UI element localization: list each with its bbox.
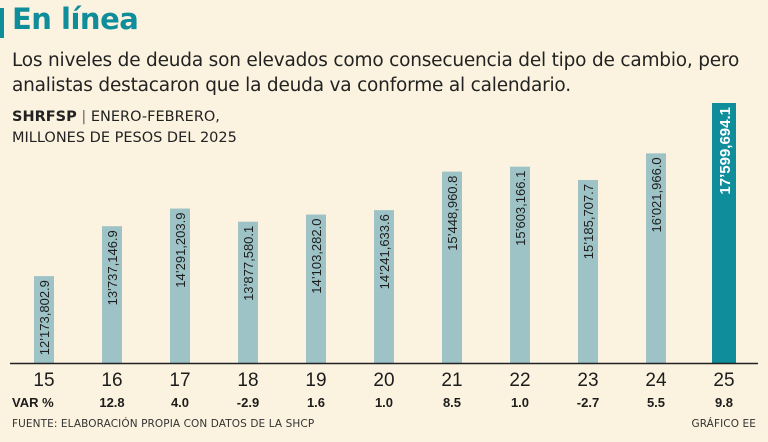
var-pct-value: 1.0: [511, 395, 529, 410]
units-label: MILLONES DE PESOS DEL 2025: [12, 130, 237, 146]
bar-value-label: 15’185,707.7: [581, 184, 596, 259]
x-tick-label: 18: [237, 370, 258, 391]
bar-16: [102, 226, 122, 363]
bar-18: [238, 221, 258, 363]
title-accent-bar: [0, 8, 4, 38]
var-pct-value: -2.7: [577, 395, 599, 410]
x-tick-label: 19: [305, 370, 326, 391]
bar-value-label: 14’241,633.6: [377, 214, 392, 289]
bar-19: [306, 214, 326, 363]
bar-value-label: 13’877,580.1: [241, 226, 256, 301]
series-code: SHRFSP: [12, 109, 77, 125]
var-pct-value: 9.8: [715, 395, 733, 410]
label-separator: |: [81, 109, 87, 125]
bar-21: [442, 171, 462, 363]
var-pct-value: -2.9: [237, 395, 259, 410]
var-pct-value: 12.8: [99, 395, 124, 410]
bar-value-label: 13’737,146.9: [105, 230, 120, 305]
chart-label: SHRFSP | ENERO-FEBRERO, MILLONES DE PESO…: [12, 107, 312, 149]
graphic-credit: GRÁFICO EE: [691, 418, 756, 430]
headline: En línea: [12, 2, 139, 36]
bar-value-label: 17’599,694.1: [717, 107, 734, 195]
var-values: 12.8 4.0 -2.9 1.6 1.0 8.5 1.0 -2.7 5.5 9.8: [99, 395, 733, 410]
x-tick-label: 22: [509, 370, 530, 391]
x-tick-labels: 15 16 17 18 19 20 21 22 23 24 25: [33, 370, 734, 391]
bar-value-label: 16’021,966.0: [649, 157, 664, 232]
var-pct-value: 4.0: [171, 395, 189, 410]
var-pct-value: 1.6: [307, 395, 325, 410]
x-tick-label: 20: [373, 370, 394, 391]
x-tick-label: 25: [713, 370, 734, 391]
bar-value-label: 15’603,166.1: [513, 171, 528, 246]
bar-15: [34, 276, 54, 363]
bar-24: [646, 153, 666, 363]
bar-value-label: 12’173,802.9: [37, 280, 52, 355]
x-tick-label: 15: [33, 370, 54, 391]
bar-23: [578, 180, 598, 363]
var-pct-value: 5.5: [647, 395, 665, 410]
var-pct-value: 8.5: [443, 395, 461, 410]
var-label: VAR %: [12, 395, 54, 410]
bar-17: [170, 208, 190, 363]
x-tick-label: 17: [169, 370, 190, 391]
x-tick-label: 21: [441, 370, 462, 391]
bar-value-label: 15’448,960.8: [445, 176, 460, 251]
var-pct-value: 1.0: [375, 395, 393, 410]
bar-value-label: 14’103,282.0: [309, 219, 324, 294]
x-tick-label: 23: [577, 370, 598, 391]
bar-20: [374, 210, 394, 363]
bar-25: [712, 103, 736, 363]
bars-group: 12’173,802.9 13’737,146.9 14’291,203.9 13’8…: [34, 103, 736, 363]
bar-value-label: 14’291,203.9: [173, 213, 188, 288]
source-note: FUENTE: ELABORACIÓN PROPIA CON DATOS DE …: [12, 418, 315, 430]
subtitle: Los niveles de deuda son elevados como c…: [12, 50, 740, 96]
period-label: ENERO-FEBRERO,: [90, 109, 220, 125]
bar-22: [510, 166, 530, 363]
x-tick-label: 16: [101, 370, 122, 391]
x-tick-label: 24: [645, 370, 667, 391]
